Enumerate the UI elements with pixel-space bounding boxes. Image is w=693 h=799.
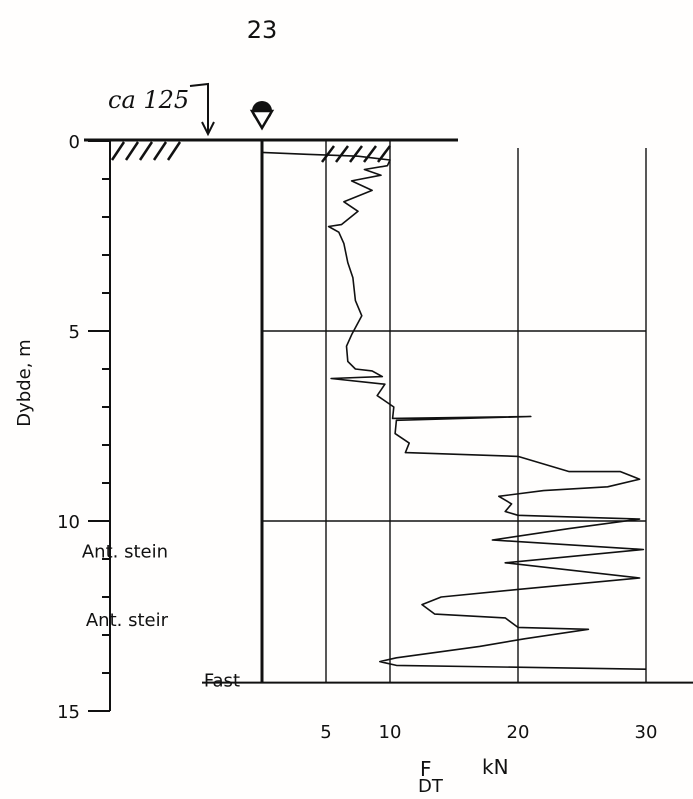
series-group [261, 151, 647, 670]
depth-label: Ant. steir [86, 610, 169, 631]
x-tick-label: 5 [320, 722, 331, 743]
y-tick-label: 10 [57, 512, 80, 533]
x-axis-label-sub: DT [418, 776, 444, 797]
force-curve [261, 151, 647, 670]
y-tick-label: 5 [69, 322, 80, 343]
elevation-arrowhead [201, 121, 215, 137]
sounding-symbol-icon [249, 101, 275, 131]
y-tick-label: 0 [69, 132, 80, 153]
grid-group [262, 141, 647, 683]
depth-label: Ant. stein [82, 541, 168, 562]
x-tick-label: 10 [379, 722, 402, 743]
labels-group: 0 5 10 15 5 10 20 30 Ant. stein Ant. steir Fast [57, 132, 657, 743]
elevation-pointer [189, 82, 209, 132]
axes-group [88, 140, 693, 712]
x-tick-label: 20 [507, 722, 530, 743]
x-tick-label: 30 [635, 722, 658, 743]
depth-label: Fast [204, 671, 240, 692]
x-axis-label-unit: kN [482, 755, 509, 779]
ground-hatching [110, 141, 391, 163]
x-axis-label-main: F [420, 757, 432, 781]
y-axis-label: Dybde, m [14, 339, 35, 426]
elevation-annotation: ca 125 [108, 86, 189, 114]
y-tick-label: 15 [57, 702, 80, 723]
page-number: 23 [247, 16, 278, 44]
